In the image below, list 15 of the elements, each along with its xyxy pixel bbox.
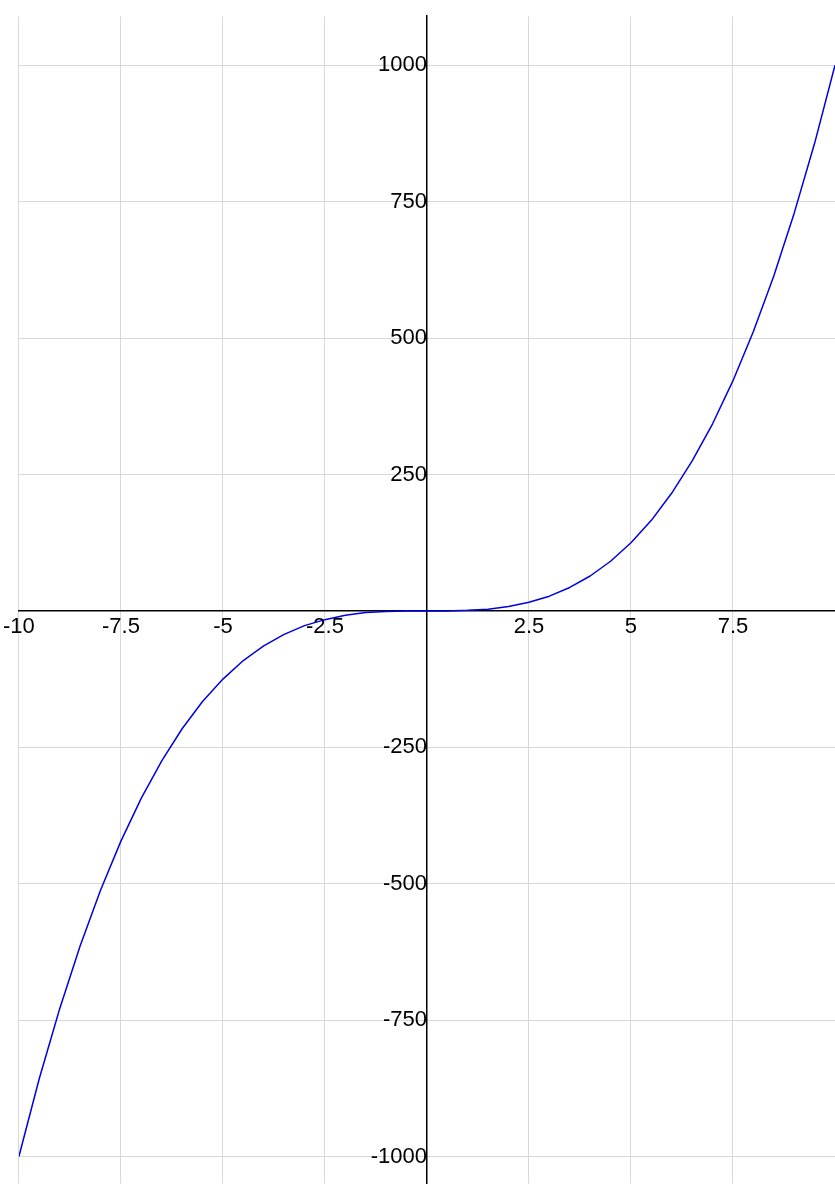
- x-tick-label: 7.5: [717, 613, 749, 639]
- y-tick-label: -1000: [370, 1142, 427, 1168]
- y-tick-label: -750: [382, 1006, 427, 1032]
- x-tick-label: -2.5: [305, 613, 344, 639]
- y-tick-label: 500: [390, 324, 427, 350]
- x-tick-label: 2.5: [513, 613, 545, 639]
- y-tick-label: -250: [382, 733, 427, 759]
- x-tick-label: 5: [624, 613, 638, 639]
- y-tick-label: 1000: [378, 51, 427, 77]
- y-tick-label: 250: [390, 460, 427, 486]
- x-tick-label: -5: [213, 613, 233, 639]
- x-tick-label: -10: [3, 613, 35, 639]
- y-tick-label: 750: [390, 187, 427, 213]
- y-tick-label: -500: [382, 869, 427, 895]
- x-tick-label: -7.5: [101, 613, 140, 639]
